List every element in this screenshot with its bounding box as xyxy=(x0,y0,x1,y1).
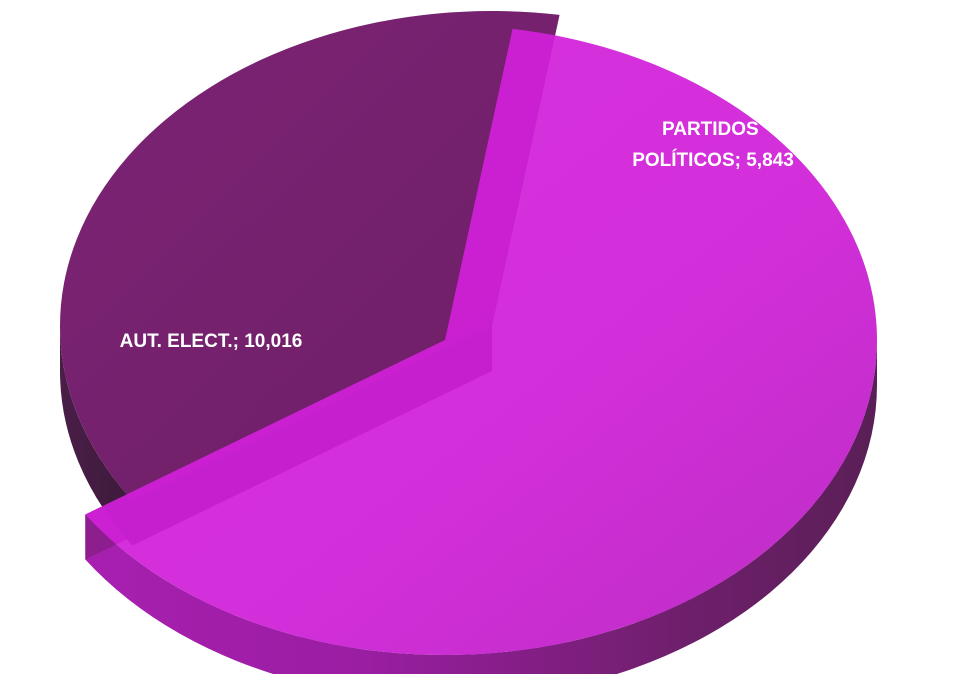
slice-partidos-top xyxy=(59,10,560,501)
slice-aut-elect-top xyxy=(85,28,878,655)
partidos-top-face xyxy=(59,10,560,501)
aut-elect-top-face xyxy=(85,28,878,655)
data-label-partidos-line-2: POLÍTICOS; 5,843 xyxy=(632,149,794,171)
data-label-aut-elect: AUT. ELECT.; 10,016 xyxy=(120,331,303,352)
partidos-rim xyxy=(59,326,133,546)
data-label-partidos-line-1: PARTIDOS xyxy=(662,119,759,140)
data-label-partidos: PARTIDOS POLÍTICOS; 5,843 xyxy=(632,119,794,171)
